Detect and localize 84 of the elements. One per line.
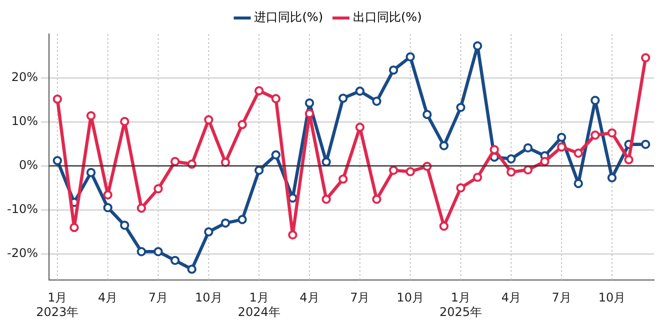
point [86,168,96,178]
point [456,183,466,192]
point [220,158,230,167]
point [187,264,196,274]
point [456,102,466,112]
point [170,256,180,266]
point [271,150,280,160]
point [136,204,146,213]
x-tick-label: 1月 2024年 [238,290,280,319]
point [154,247,163,256]
x-tick-label: 10月 [396,290,424,305]
point [590,96,600,105]
point [70,222,79,232]
x-tick-label: 7月 [552,290,572,305]
point [607,173,617,182]
x-tick-label: 1月 2025年 [439,290,482,319]
point [574,148,583,158]
x-tick-label: 4月 [501,290,521,305]
point [103,203,112,212]
x-tick-label: 10月 [195,290,222,305]
point [238,214,247,224]
point [304,98,314,108]
point [640,140,650,149]
point [406,52,415,62]
point [204,115,214,124]
x-tick-label: 4月 [300,290,320,305]
point [52,156,62,166]
point [556,142,566,152]
point [103,190,112,200]
point [556,132,566,142]
y-tick-label: 0% [18,158,38,172]
point [372,194,382,204]
legend-label: 出口同比(%) [353,10,422,24]
point [439,222,449,231]
y-tick-label: 20% [11,70,38,84]
point [136,247,146,256]
point [523,143,533,152]
point [220,218,230,228]
point [52,94,62,104]
point [439,141,449,150]
y-tick-label: -20% [6,246,38,260]
point [238,120,247,130]
point [574,178,583,188]
y-tick-label: -10% [6,202,38,216]
legend-label: 进口同比(%) [254,10,323,24]
point [506,167,516,177]
x-tick-label: 7月 [148,290,168,305]
point [472,172,482,182]
x-tick-label: 4月 [98,290,118,305]
point [322,194,331,204]
point [86,111,96,120]
point [372,96,382,106]
point [154,184,163,194]
point [288,230,298,240]
point [254,166,264,175]
point [338,94,348,103]
x-tick-label: 10月 [598,290,626,305]
point [170,156,180,166]
point [355,122,365,132]
point [120,116,130,126]
point [338,174,348,184]
point [472,41,482,50]
point [540,156,550,166]
point [355,86,365,96]
point [304,108,314,118]
x-tick-label: 1月 2023年 [36,290,79,319]
point [624,155,634,164]
point [271,94,280,104]
point [322,157,331,167]
point [204,227,214,236]
point [523,165,533,174]
point [640,53,650,62]
point [120,220,130,230]
point [590,130,600,140]
point [506,154,516,164]
point [388,166,398,175]
point [406,167,415,176]
point [490,145,499,154]
point [388,65,398,75]
point [422,110,432,120]
x-tick-label: 7月 [350,290,370,305]
point [607,128,617,138]
point [254,86,264,96]
y-tick-label: 10% [11,114,38,128]
